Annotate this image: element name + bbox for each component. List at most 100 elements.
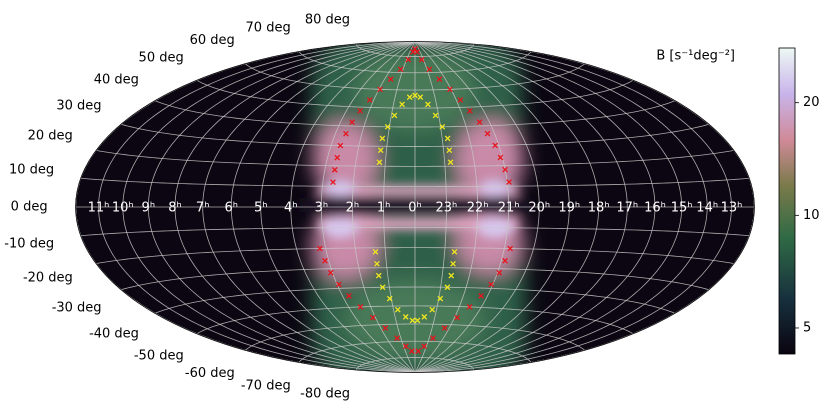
marker bbox=[384, 123, 391, 130]
colorbar bbox=[778, 47, 796, 355]
marker bbox=[448, 272, 455, 279]
marker bbox=[429, 306, 436, 313]
y-tick-label: -80 deg bbox=[300, 386, 350, 401]
marker bbox=[334, 154, 341, 161]
grid-line bbox=[80, 177, 750, 188]
marker bbox=[451, 248, 458, 255]
marker bbox=[377, 147, 384, 154]
marker bbox=[386, 295, 393, 302]
marker bbox=[335, 281, 342, 288]
y-tick-label: -30 deg bbox=[52, 301, 102, 316]
markers bbox=[316, 46, 514, 354]
marker bbox=[446, 147, 453, 154]
marker bbox=[349, 119, 355, 126]
y-tick-label: -10 deg bbox=[4, 236, 54, 251]
marker bbox=[379, 284, 386, 291]
colorbar-tick-label: 5 bbox=[803, 320, 811, 335]
y-tick-label: 80 deg bbox=[305, 13, 350, 28]
x-tick-label: 16ʰ bbox=[644, 201, 666, 216]
y-tick-label: 20 deg bbox=[28, 129, 73, 144]
x-tick-label: 3ʰ bbox=[315, 201, 329, 216]
grid-line bbox=[120, 267, 710, 291]
x-tick-label: 0ʰ bbox=[408, 201, 422, 216]
y-tick-label: -20 deg bbox=[23, 270, 73, 285]
marker bbox=[412, 92, 418, 99]
marker bbox=[478, 292, 484, 299]
marker bbox=[402, 314, 409, 320]
marker bbox=[432, 112, 439, 119]
marker bbox=[408, 348, 415, 354]
colorbar-tick-label: 10 bbox=[803, 208, 820, 223]
x-tick-label: 6ʰ bbox=[225, 201, 239, 216]
marker bbox=[391, 112, 398, 119]
marker bbox=[376, 159, 383, 166]
grid-line bbox=[298, 340, 532, 363]
marker bbox=[492, 142, 499, 149]
y-tick-label: -70 deg bbox=[241, 379, 291, 394]
y-tick-label: -50 deg bbox=[134, 348, 184, 363]
x-tick-label: 22ʰ bbox=[467, 201, 489, 216]
marker bbox=[331, 166, 338, 173]
marker bbox=[387, 76, 394, 83]
marker bbox=[497, 154, 504, 161]
marker bbox=[343, 130, 349, 137]
marker bbox=[450, 260, 456, 267]
colorbar-tick-label: 20 bbox=[803, 95, 820, 110]
x-tick-label: 5ʰ bbox=[254, 201, 268, 216]
marker bbox=[337, 142, 344, 149]
y-tick-label: 40 deg bbox=[94, 72, 139, 87]
x-tick-label: 23ʰ bbox=[435, 201, 457, 216]
y-tick-label: 10 deg bbox=[9, 163, 54, 178]
x-tick-label: 9ʰ bbox=[142, 201, 156, 216]
marker bbox=[418, 56, 425, 63]
grid-line bbox=[95, 247, 734, 264]
marker bbox=[415, 348, 422, 354]
x-tick-label: 15ʰ bbox=[671, 201, 693, 216]
grid-line bbox=[80, 226, 750, 237]
grid-line bbox=[154, 100, 676, 128]
grid-line bbox=[154, 286, 676, 314]
x-tick-label: 18ʰ bbox=[588, 201, 610, 216]
x-tick-label: 10ʰ bbox=[112, 201, 134, 216]
marker bbox=[425, 101, 431, 108]
y-tick-label: 60 deg bbox=[190, 33, 235, 48]
marker bbox=[369, 314, 376, 321]
x-tick-label: 14ʰ bbox=[696, 201, 718, 216]
y-tick-label: 50 deg bbox=[139, 51, 184, 66]
marker bbox=[439, 123, 446, 130]
marker bbox=[457, 97, 464, 103]
x-tick-label: 7ʰ bbox=[196, 201, 210, 216]
marker bbox=[507, 245, 514, 252]
y-tick-label: 30 deg bbox=[56, 98, 101, 113]
x-tick-label: 19ʰ bbox=[558, 201, 580, 216]
marker bbox=[430, 335, 436, 341]
marker bbox=[377, 86, 383, 93]
marker bbox=[444, 284, 451, 291]
marker bbox=[379, 135, 386, 142]
marker bbox=[426, 66, 433, 73]
marker bbox=[454, 314, 461, 321]
marker bbox=[447, 159, 454, 166]
marker bbox=[327, 269, 334, 276]
marker bbox=[502, 257, 508, 264]
y-tick-label: 70 deg bbox=[246, 20, 291, 35]
marker bbox=[357, 304, 364, 310]
marker bbox=[488, 281, 495, 288]
grid-line bbox=[298, 51, 532, 74]
marker bbox=[496, 269, 503, 276]
marker bbox=[436, 76, 443, 83]
marker bbox=[476, 119, 483, 125]
marker bbox=[409, 317, 416, 324]
grid-line bbox=[355, 357, 475, 371]
grid-line bbox=[196, 79, 634, 109]
y-tick-label: -40 deg bbox=[89, 327, 139, 342]
colorbar-ticks: 5 10 20 bbox=[795, 95, 820, 335]
marker bbox=[399, 101, 405, 108]
grid-line bbox=[196, 305, 634, 335]
marker bbox=[316, 245, 323, 252]
marker bbox=[444, 135, 451, 142]
marker bbox=[406, 94, 413, 100]
x-tick-label: 2ʰ bbox=[346, 201, 360, 216]
map-border bbox=[75, 41, 755, 373]
